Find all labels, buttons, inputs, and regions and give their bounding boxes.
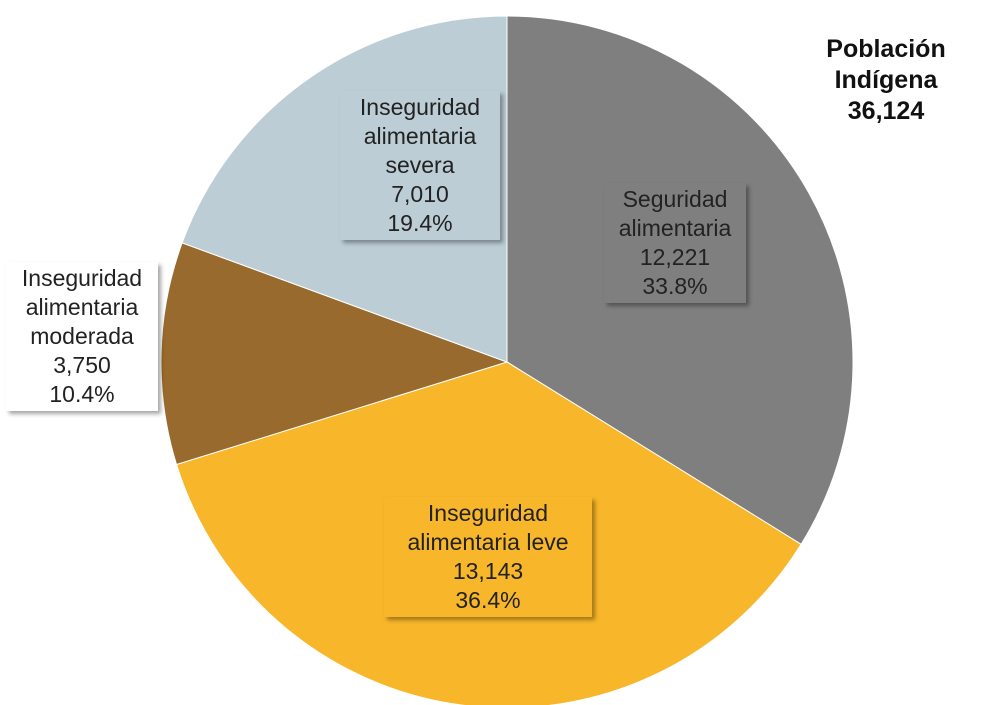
- data-label-name: moderada: [30, 323, 134, 349]
- data-label-leve: Inseguridad alimentaria leve 13,143 36.4…: [384, 497, 592, 617]
- chart-title-line-3: 36,124: [847, 97, 925, 125]
- data-label-name: Inseguridad: [359, 94, 481, 120]
- data-label-moderada: Inseguridad alimentaria moderada 3,750 1…: [6, 262, 158, 411]
- data-label-name: Inseguridad: [21, 265, 143, 291]
- pie-slices: [160, 15, 854, 705]
- chart-title-line-1: Población: [826, 35, 946, 63]
- data-label-name: Inseguridad: [427, 500, 549, 526]
- data-label-name: alimentaria: [618, 215, 732, 241]
- data-label-name: alimentaria: [363, 123, 477, 149]
- data-label-value: 7,010: [391, 181, 449, 207]
- data-label-value: 3,750: [53, 352, 111, 378]
- data-label-name: alimentaria: [25, 294, 139, 320]
- slice-moderada: [160, 242, 509, 466]
- chart-title: Población Indígena 36,124: [806, 34, 966, 127]
- data-label-percent: 10.4%: [49, 381, 115, 407]
- data-label-percent: 33.8%: [642, 273, 708, 299]
- data-label-seguridad: Seguridad alimentaria 12,221 33.8%: [604, 183, 746, 303]
- data-label-severa: Inseguridad alimentaria severa 7,010 19.…: [340, 91, 500, 240]
- data-label-percent: 19.4%: [387, 210, 453, 236]
- data-label-percent: 36.4%: [455, 587, 521, 613]
- data-label-value: 12,221: [639, 244, 711, 270]
- data-label-value: 13,143: [452, 558, 524, 584]
- data-label-name: Seguridad: [622, 186, 728, 212]
- chart-title-line-2: Indígena: [834, 66, 938, 94]
- data-label-name: severa: [385, 152, 455, 178]
- data-label-name: alimentaria leve: [407, 529, 569, 555]
